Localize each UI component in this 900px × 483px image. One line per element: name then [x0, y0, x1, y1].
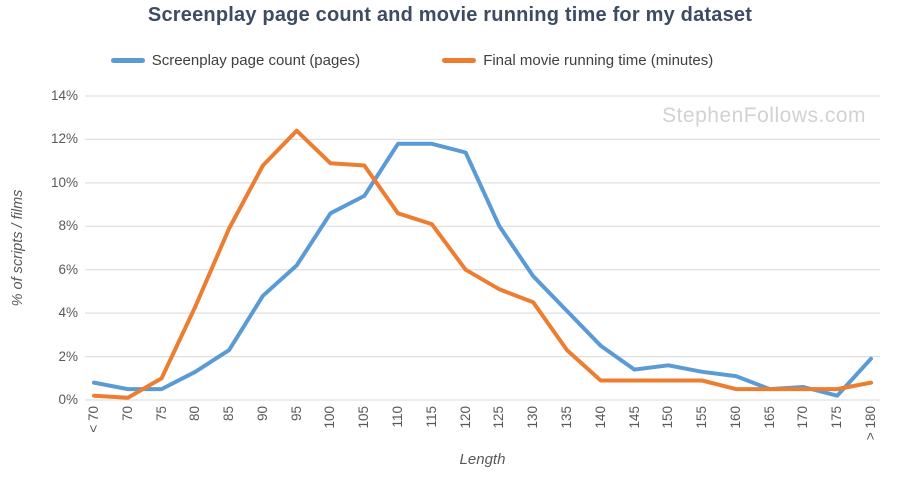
- x-tick-label: 90: [254, 406, 270, 422]
- x-tick-label: 130: [525, 406, 541, 429]
- x-tick-label: 80: [187, 406, 203, 422]
- x-tick-label: 85: [221, 406, 237, 422]
- x-tick-label: 175: [829, 406, 845, 429]
- x-tick-label: 115: [423, 406, 439, 428]
- x-tick-label: 75: [153, 406, 169, 422]
- legend-item-page-count: Screenplay page count (pages): [110, 52, 361, 69]
- watermark: StephenFollows.com: [662, 104, 866, 127]
- x-tick-label: 105: [356, 406, 372, 429]
- x-tick-label: 155: [694, 406, 710, 429]
- orange-line-swatch-icon: [442, 58, 477, 63]
- legend: Screenplay page count (pages) Final movi…: [0, 52, 862, 69]
- x-tick-label: 70: [119, 406, 135, 422]
- x-tick-label: 100: [322, 406, 338, 429]
- x-tick-label: 170: [795, 406, 811, 429]
- blue-line-swatch-icon: [110, 58, 145, 63]
- y-tick-label: 6%: [58, 261, 78, 277]
- y-tick-label: 4%: [58, 305, 78, 321]
- y-tick-label: 12%: [50, 131, 78, 147]
- legend-label-page-count: Screenplay page count (pages): [151, 52, 361, 69]
- y-tick-label: 2%: [58, 348, 78, 364]
- y-tick-label: 0%: [58, 392, 78, 407]
- x-tick-label: 95: [288, 406, 304, 422]
- legend-item-running-time: Final movie running time (minutes): [442, 52, 713, 69]
- x-tick-label: 150: [660, 406, 676, 429]
- series-line: [92, 141, 873, 398]
- series-line: [92, 128, 873, 400]
- x-tick-label: 140: [592, 406, 608, 429]
- legend-label-running-time: Final movie running time (minutes): [483, 52, 714, 69]
- x-tick-label: 135: [558, 406, 574, 429]
- x-tick-label: 165: [761, 406, 777, 429]
- x-tick-label: 120: [457, 406, 473, 429]
- y-axis-title: % of scripts / films: [10, 189, 26, 307]
- x-tick-label: 125: [491, 406, 507, 429]
- y-tick-label: 10%: [50, 174, 78, 190]
- x-tick-label: 145: [626, 406, 642, 429]
- x-tick-label: < 70: [86, 406, 101, 433]
- x-tick-label: 110: [390, 406, 406, 428]
- chart-title: Screenplay page count and movie running …: [147, 4, 753, 26]
- x-axis-title: Length: [459, 451, 506, 468]
- y-tick-label: 14%: [50, 88, 78, 103]
- y-tick-label: 8%: [58, 218, 78, 234]
- x-tick-label: 160: [727, 406, 743, 429]
- x-tick-label: > 180: [863, 406, 878, 441]
